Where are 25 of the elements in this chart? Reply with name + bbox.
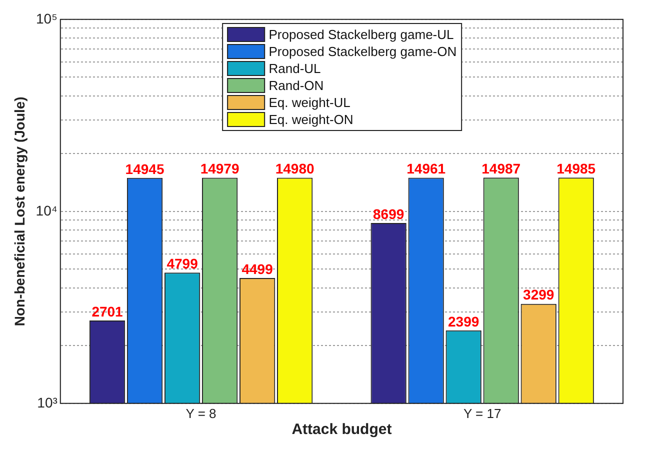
y-axis-title: Non-beneficial Lost energy (Joule) [11,96,28,326]
legend-label: Eq. weight-UL [268,94,350,112]
data-label: 14980 [275,160,314,177]
x-tick-label: Y = 8 [186,406,216,421]
data-label: 2399 [448,313,480,330]
legend-label: Proposed Stackelberg game-ON [268,43,457,60]
legend-label: Proposed Stackelberg game-UL [268,26,454,44]
data-label: 2701 [92,303,124,320]
y-tick-label: 10⁴ [36,202,58,218]
data-label: 14987 [482,160,521,177]
data-label: 14961 [406,160,446,177]
y-tick-label: 10⁵ [36,10,58,26]
data-label: 8699 [373,206,404,222]
x-tick-label: Y = 17 [463,406,502,421]
x-axis-title: Attack budget [292,421,392,438]
data-label: 4799 [166,255,198,272]
data-label: 4499 [242,260,274,277]
data-label: 14945 [125,160,164,177]
y-tick-label: 10³ [37,394,58,410]
data-label: 3299 [523,286,554,303]
legend-label: Rand-ON [268,77,324,94]
data-label: 14979 [200,160,240,177]
data-label: 14985 [556,160,596,177]
legend-label: Eq. weight-ON [268,111,354,128]
legend-label: Rand-UL [268,60,321,78]
